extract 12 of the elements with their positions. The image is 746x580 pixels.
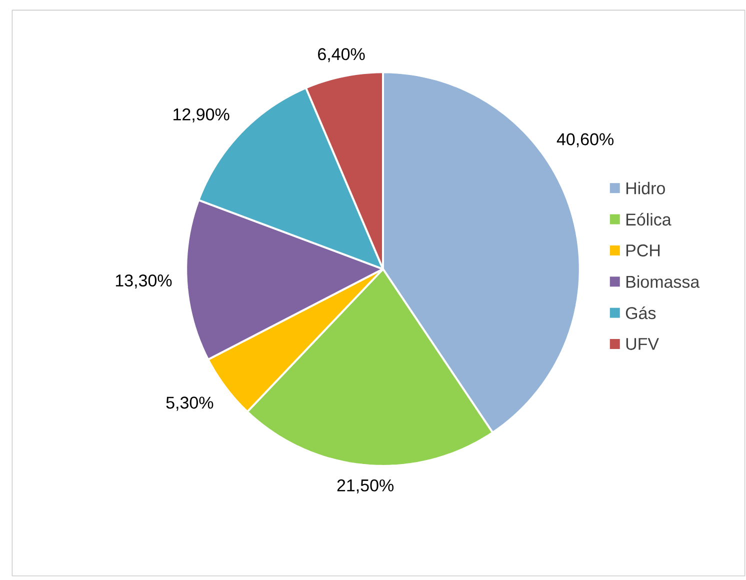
data-label: 12,90%	[174, 108, 230, 122]
legend-label: Biomassa	[626, 275, 700, 288]
legend-label: Eólica	[626, 212, 672, 226]
data-label: 40,60%	[556, 133, 614, 148]
data-label: 13,30%	[116, 274, 172, 288]
data-label: 6,40%	[318, 48, 365, 62]
legend-label: UFV	[626, 338, 659, 350]
data-label: 5,30%	[166, 396, 214, 411]
legend-label: Gás	[626, 306, 656, 320]
data-label: 21,50%	[337, 479, 394, 494]
legend-label: Hidro	[626, 182, 665, 194]
legend-label: PCH	[626, 244, 660, 256]
